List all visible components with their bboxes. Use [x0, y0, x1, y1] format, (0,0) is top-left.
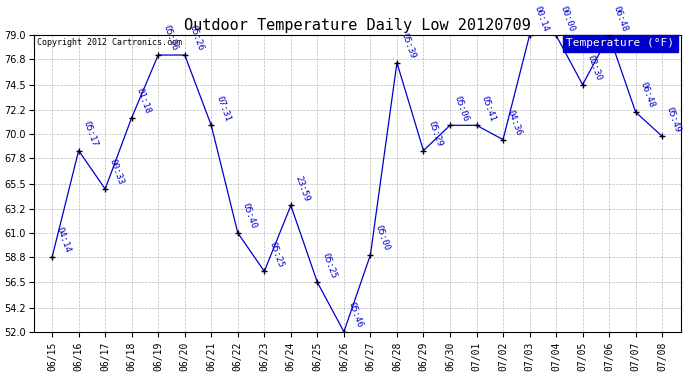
Text: 04:36: 04:36 [506, 108, 524, 137]
Text: 05:41: 05:41 [480, 94, 497, 123]
Text: 05:29: 05:29 [426, 120, 444, 148]
Text: 01:18: 01:18 [135, 87, 152, 115]
Text: 02:30: 02:30 [585, 54, 603, 82]
Text: 23:59: 23:59 [294, 174, 311, 203]
Text: 05:25: 05:25 [320, 251, 338, 279]
Text: 00:00: 00:00 [559, 4, 577, 33]
Text: 00:14: 00:14 [533, 4, 550, 33]
Text: 05:17: 05:17 [81, 120, 99, 148]
Text: 05:40: 05:40 [241, 202, 258, 230]
Text: 04:14: 04:14 [55, 226, 72, 254]
Text: 05:26: 05:26 [161, 24, 179, 52]
Text: Temperature (°F): Temperature (°F) [566, 38, 674, 48]
Title: Outdoor Temperature Daily Low 20120709: Outdoor Temperature Daily Low 20120709 [184, 18, 531, 33]
Text: 05:26: 05:26 [188, 24, 205, 52]
Text: 06:48: 06:48 [638, 81, 656, 110]
Text: 05:00: 05:00 [373, 224, 391, 252]
Text: 07:31: 07:31 [214, 94, 232, 123]
Text: 06:48: 06:48 [612, 4, 629, 33]
Text: 05:06: 05:06 [453, 94, 471, 123]
Text: 00:33: 00:33 [108, 158, 126, 186]
Text: Copyright 2012 Cartronics.com: Copyright 2012 Cartronics.com [37, 38, 181, 47]
Text: 05:25: 05:25 [267, 240, 285, 268]
Text: 05:39: 05:39 [400, 32, 417, 60]
Text: 05:49: 05:49 [665, 105, 682, 134]
Text: 05:46: 05:46 [346, 301, 364, 329]
